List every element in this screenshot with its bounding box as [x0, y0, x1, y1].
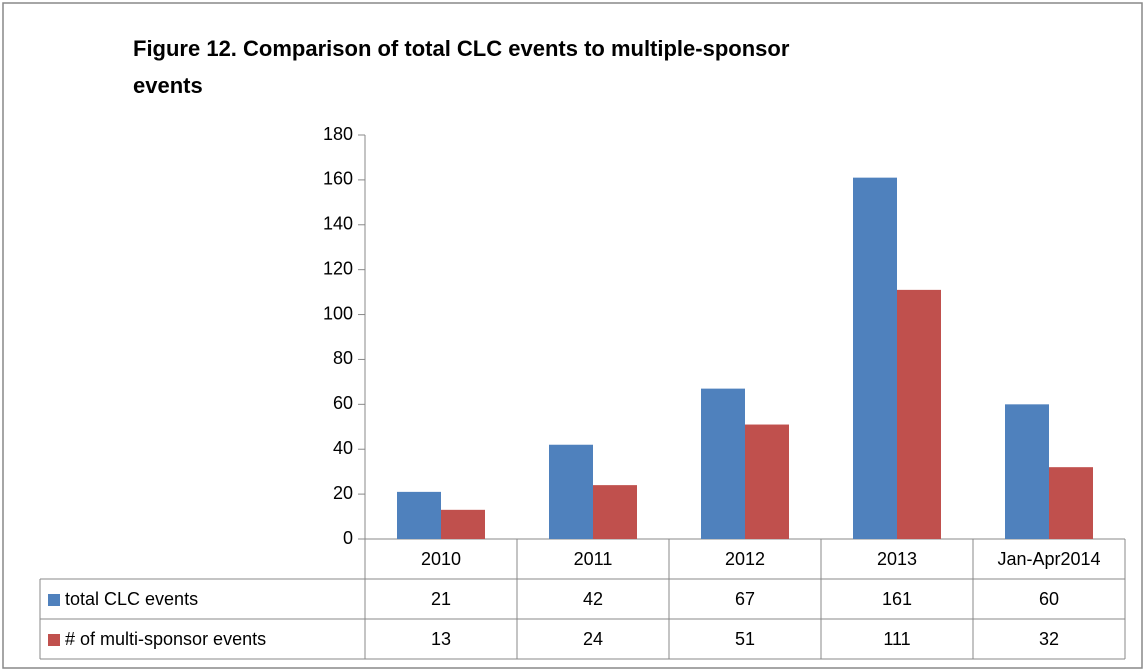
bar [1049, 467, 1093, 539]
table-value: 21 [431, 589, 451, 609]
table-value: 111 [883, 629, 910, 649]
legend-swatch [48, 634, 60, 646]
table-value: 32 [1039, 629, 1059, 649]
table-value: 60 [1039, 589, 1059, 609]
x-tick-label: 2013 [877, 549, 917, 569]
legend-label: # of multi-sponsor events [65, 629, 266, 649]
y-tick-label: 100 [323, 303, 353, 323]
bar [397, 491, 441, 539]
table-value: 13 [431, 629, 451, 649]
chart-title: Figure 12. Comparison of total CLC event… [133, 36, 790, 98]
bar [593, 485, 637, 539]
bar [549, 444, 593, 539]
x-tick-label: 2010 [421, 549, 461, 569]
y-tick-label: 180 [323, 124, 353, 144]
y-tick-label: 120 [323, 258, 353, 278]
y-tick-label: 80 [333, 348, 353, 368]
y-tick-label: 40 [333, 438, 353, 458]
legend-swatch [48, 594, 60, 606]
y-tick-label: 160 [323, 169, 353, 189]
bar [441, 509, 485, 539]
x-tick-label: 2011 [574, 549, 613, 569]
y-tick-label: 140 [323, 214, 353, 234]
bar [701, 388, 745, 539]
bar [745, 424, 789, 539]
legend-label: total CLC events [65, 589, 198, 609]
x-tick-label: 2012 [725, 549, 765, 569]
y-tick-label: 60 [333, 393, 353, 413]
bar [897, 289, 941, 539]
table-value: 67 [735, 589, 755, 609]
bar [1005, 404, 1049, 539]
table-value: 42 [583, 589, 603, 609]
y-tick-label: 20 [333, 483, 353, 503]
table-value: 24 [583, 629, 603, 649]
table-value: 161 [882, 589, 912, 609]
table-value: 51 [735, 629, 755, 649]
x-tick-label: Jan-Apr2014 [997, 549, 1100, 569]
bar [853, 177, 897, 539]
y-tick-label: 0 [343, 528, 353, 548]
